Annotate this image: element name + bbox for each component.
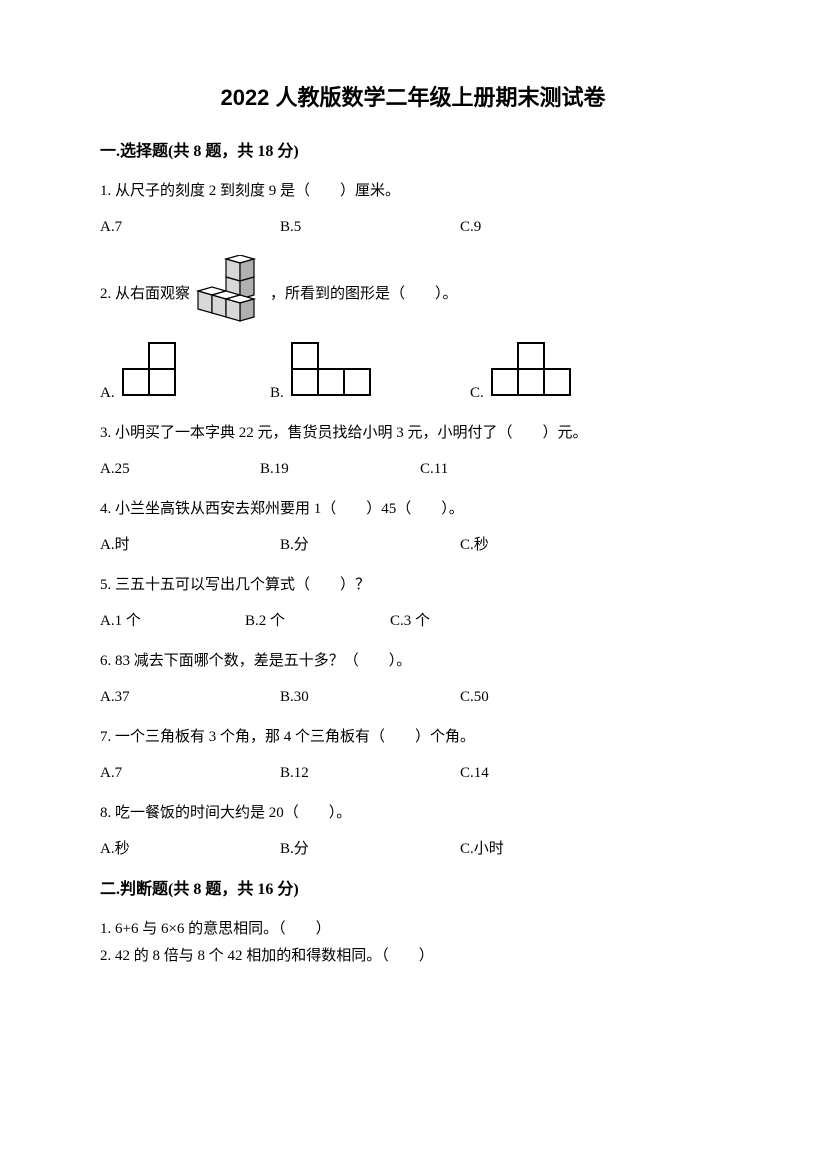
- q2-optA-label: A.: [100, 381, 115, 405]
- question-1: 1. 从尺子的刻度 2 到刻度 9 是（ ）厘米。 A.7 B.5 C.9: [100, 179, 726, 239]
- q3-options: A.25 B.19 C.11: [100, 457, 726, 481]
- q2-optB-label: B.: [270, 381, 284, 405]
- q2-optC-label: C.: [470, 381, 484, 405]
- q3-text: 3. 小明买了一本字典 22 元，售货员找给小明 3 元，小明付了（ ）元。: [100, 421, 726, 445]
- judge-q1: 1. 6+6 与 6×6 的意思相同。（ ）: [100, 916, 726, 943]
- q6-optB: B.30: [280, 685, 460, 709]
- q8-options: A.秒 B.分 C.小时: [100, 837, 726, 861]
- q1-optC: C.9: [460, 215, 640, 239]
- q2-options: A. B. C.: [100, 341, 726, 405]
- q4-optA: A.时: [100, 533, 280, 557]
- section2-header: 二.判断题(共 8 题，共 16 分): [100, 877, 726, 903]
- q3-optC: C.11: [420, 457, 448, 481]
- shape-B-icon: [288, 341, 374, 405]
- q7-optA: A.7: [100, 761, 280, 785]
- q6-text: 6. 83 减去下面哪个数，差是五十多？（ ）。: [100, 649, 726, 673]
- q5-optB: B.2 个: [245, 609, 390, 633]
- page-title: 2022 人教版数学二年级上册期末测试卷: [100, 80, 726, 115]
- q8-optA: A.秒: [100, 837, 280, 861]
- q6-optA: A.37: [100, 685, 280, 709]
- cube-3d-icon: [190, 255, 270, 333]
- question-6: 6. 83 减去下面哪个数，差是五十多？（ ）。 A.37 B.30 C.50: [100, 649, 726, 709]
- question-4: 4. 小兰坐高铁从西安去郑州要用 1（ ）45（ ）。 A.时 B.分 C.秒: [100, 497, 726, 557]
- q4-optC: C.秒: [460, 533, 640, 557]
- q8-text: 8. 吃一餐饭的时间大约是 20（ ）。: [100, 801, 726, 825]
- question-5: 5. 三五十五可以写出几个算式（ ）？ A.1 个 B.2 个 C.3 个: [100, 573, 726, 633]
- q2-suffix: ，所看到的图形是（ ）。: [270, 282, 458, 306]
- q4-options: A.时 B.分 C.秒: [100, 533, 726, 557]
- q5-text: 5. 三五十五可以写出几个算式（ ）？: [100, 573, 726, 597]
- question-7: 7. 一个三角板有 3 个角，那 4 个三角板有（ ）个角。 A.7 B.12 …: [100, 725, 726, 785]
- q5-options: A.1 个 B.2 个 C.3 个: [100, 609, 726, 633]
- q1-optB: B.5: [280, 215, 460, 239]
- q8-optB: B.分: [280, 837, 460, 861]
- q5-optC: C.3 个: [390, 609, 535, 633]
- q4-optB: B.分: [280, 533, 460, 557]
- question-8: 8. 吃一餐饭的时间大约是 20（ ）。 A.秒 B.分 C.小时: [100, 801, 726, 861]
- q4-text: 4. 小兰坐高铁从西安去郑州要用 1（ ）45（ ）。: [100, 497, 726, 521]
- question-3: 3. 小明买了一本字典 22 元，售货员找给小明 3 元，小明付了（ ）元。 A…: [100, 421, 726, 481]
- q7-optC: C.14: [460, 761, 640, 785]
- q7-text: 7. 一个三角板有 3 个角，那 4 个三角板有（ ）个角。: [100, 725, 726, 749]
- q6-optC: C.50: [460, 685, 640, 709]
- judge-q2: 2. 42 的 8 倍与 8 个 42 相加的和得数相同。（ ）: [100, 943, 726, 970]
- shape-A-icon: [119, 341, 179, 405]
- q2-text-row: 2. 从右面观察: [100, 255, 726, 333]
- q7-optB: B.12: [280, 761, 460, 785]
- q7-options: A.7 B.12 C.14: [100, 761, 726, 785]
- q5-optA: A.1 个: [100, 609, 245, 633]
- q1-options: A.7 B.5 C.9: [100, 215, 726, 239]
- section1-header: 一.选择题(共 8 题，共 18 分): [100, 139, 726, 165]
- q1-optA: A.7: [100, 215, 280, 239]
- q3-optA: A.25: [100, 457, 260, 481]
- q1-text: 1. 从尺子的刻度 2 到刻度 9 是（ ）厘米。: [100, 179, 726, 203]
- q8-optC: C.小时: [460, 837, 640, 861]
- q6-options: A.37 B.30 C.50: [100, 685, 726, 709]
- question-2: 2. 从右面观察: [100, 255, 726, 405]
- q2-prefix: 2. 从右面观察: [100, 282, 190, 306]
- q3-optB: B.19: [260, 457, 420, 481]
- shape-C-icon: [488, 341, 574, 405]
